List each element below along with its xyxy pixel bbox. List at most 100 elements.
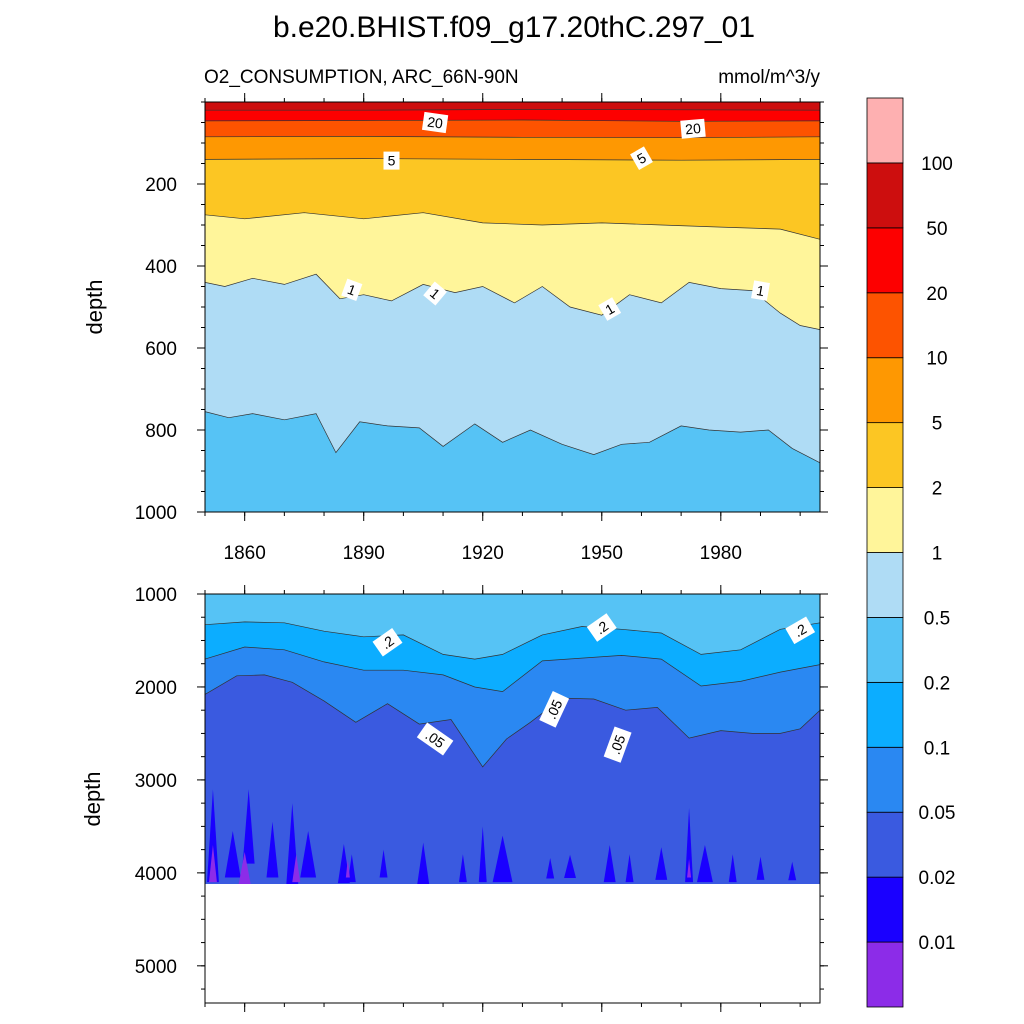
low-value-patch (478, 826, 487, 883)
low-value-patch (687, 858, 692, 878)
contour-label-box (603, 726, 632, 763)
contour-line-1 (204, 273, 821, 330)
contour-label-box (383, 151, 400, 170)
low-value-patch (756, 856, 765, 880)
contour-label-text: 5 (388, 153, 396, 169)
y-tick-label: 600 (145, 339, 177, 360)
contour-label: 1 (423, 281, 448, 306)
x-tick-label: 1950 (581, 543, 623, 564)
contour-label: .05 (539, 690, 570, 728)
low-value-patch (206, 789, 219, 883)
colorbar-swatch (866, 876, 904, 943)
low-value-patch (347, 854, 356, 883)
contour-line-20 (204, 119, 821, 122)
low-value-patch (292, 854, 301, 883)
contour-label-text: .05 (543, 697, 566, 722)
colorbar-swatch (866, 811, 904, 878)
contour-label-box (586, 613, 617, 642)
y-tick-label: 4000 (135, 864, 177, 885)
colorbar-level-label: 0.5 (924, 608, 950, 629)
low-value-patch (242, 789, 255, 864)
variable-subtitle: O2_CONSUMPTION, ARC_66N-90N (204, 67, 519, 88)
low-value-patch (238, 851, 251, 885)
contour-label-box (598, 297, 622, 321)
low-value-patch (379, 849, 388, 878)
low-value-patch (564, 854, 576, 878)
low-value-patch (224, 831, 241, 878)
contour-label: .2 (372, 628, 403, 657)
contour-label: 1 (598, 297, 622, 321)
x-tick-label: 1860 (224, 543, 266, 564)
low-value-patch (300, 831, 317, 878)
colorbar-level-label: 0.05 (919, 803, 956, 824)
lower-depth-axis-label: depth (80, 771, 105, 826)
low-value-patch (266, 821, 279, 878)
low-value-patch (208, 844, 217, 883)
contour-label: .05 (603, 726, 632, 763)
contour-label: 5 (630, 146, 653, 170)
colorbar-level-label: 0.01 (919, 933, 956, 954)
x-tick-label: 1890 (343, 543, 385, 564)
upper-depth-axis-label: depth (82, 279, 107, 334)
colorbar-level-label: 10 (926, 349, 947, 370)
contour-line-10 (204, 136, 821, 139)
contour-line-50 (205, 109, 821, 111)
colorbar-level-label: 2 (932, 479, 943, 500)
contour-label-box (630, 146, 653, 170)
low-value-patch (345, 858, 350, 878)
colorbar-swatch (866, 617, 904, 683)
x-tick-label: 1920 (462, 543, 504, 564)
low-value-patch (655, 847, 668, 880)
low-value-patch (697, 844, 713, 883)
contour-label-box (341, 278, 363, 301)
colorbar: 0.01 0.02 0.05 0.1 0.2 0.5 1 2 5 10 20 50 100 (866, 97, 956, 1008)
colorbar-level-label: 0.1 (924, 738, 950, 759)
low-value-patch (417, 842, 430, 885)
contour-label-box (539, 690, 570, 728)
contour-band-0.5 (205, 411, 820, 512)
contour-label-box (785, 616, 816, 645)
colorbar-swatch (866, 681, 904, 748)
contour-label: 1 (341, 278, 363, 301)
colorbar-swatch (866, 292, 904, 359)
contour-line-0.05 (204, 674, 821, 768)
contour-label: 1 (751, 280, 770, 301)
contour-label-box (421, 111, 449, 134)
y-tick-label: 2000 (135, 678, 177, 699)
upper-depth-panel: 20 20 5 5 1 1 1 1 200 400 600 800 1000 1860 1890 1920 19… (135, 93, 828, 564)
contour-label-text: 20 (426, 113, 444, 131)
contour-line-5 (204, 158, 821, 161)
contour-band-0.05 (205, 674, 820, 885)
y-tick-label: 1000 (135, 585, 177, 606)
contour-label: 5 (383, 151, 400, 170)
low-value-patch (603, 844, 616, 883)
low-value-patch (458, 854, 467, 883)
colorbar-swatch (866, 552, 904, 618)
low-value-patch (685, 807, 694, 883)
y-tick-label: 5000 (135, 957, 177, 978)
chart-title: b.e20.BHIST.f09_g17.20thC.297_01 (273, 11, 755, 44)
contour-label: .2 (586, 613, 617, 642)
colorbar-swatch (866, 97, 904, 164)
contour-label-box (680, 118, 706, 139)
y-tick-label: 3000 (135, 771, 177, 792)
contour-label-text: .05 (607, 733, 629, 757)
colorbar-level-label: 1 (932, 544, 943, 565)
colorbar-swatch (866, 227, 904, 294)
colorbar-level-label: 5 (932, 414, 943, 435)
contour-label: 20 (680, 118, 706, 139)
y-tick-label: 800 (145, 421, 177, 442)
contour-label-text: 1 (755, 282, 766, 299)
contour-label-box (751, 280, 770, 301)
y-tick-label: 200 (145, 175, 177, 196)
colorbar-level-label: 100 (921, 154, 953, 175)
low-value-patch (728, 854, 737, 883)
units-subtitle: mmol/m^3/y (718, 67, 820, 88)
colorbar-level-label: 0.2 (924, 673, 950, 694)
colorbar-swatch (866, 357, 904, 424)
colorbar-level-label: 0.02 (919, 868, 956, 889)
low-value-patch (546, 857, 555, 879)
low-value-patch (625, 854, 634, 883)
contour-label-box (372, 628, 403, 657)
